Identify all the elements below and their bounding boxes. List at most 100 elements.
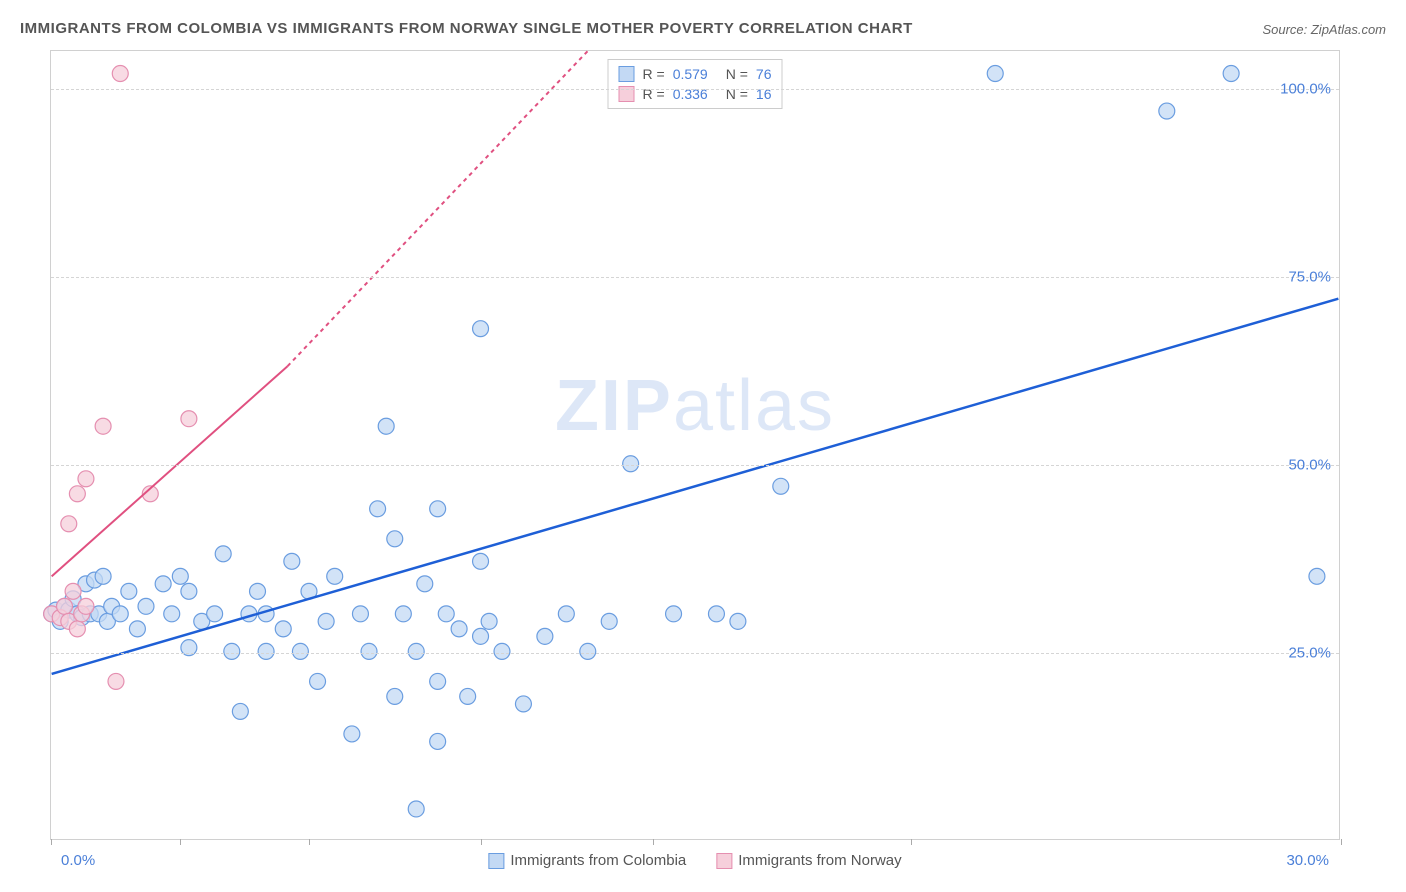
data-point [537, 628, 553, 644]
legend-swatch [619, 66, 635, 82]
legend-swatch [488, 853, 504, 869]
legend-series-label: Immigrants from Colombia [510, 852, 686, 869]
x-tick [653, 839, 654, 845]
data-point [601, 613, 617, 629]
x-tick [180, 839, 181, 845]
data-point [1159, 103, 1175, 119]
legend-correlation: R = 0.579 N = 76 R =0.336N =16 [608, 59, 783, 109]
data-point [318, 613, 334, 629]
data-point [361, 643, 377, 659]
data-point [121, 583, 137, 599]
data-point [215, 546, 231, 562]
data-point [430, 501, 446, 517]
n-label: N = [726, 66, 748, 82]
legend-swatch [716, 853, 732, 869]
data-point [181, 411, 197, 427]
gridline [51, 277, 1339, 278]
data-point [1309, 568, 1325, 584]
data-point [494, 643, 510, 659]
data-point [112, 606, 128, 622]
y-tick-label: 100.0% [1280, 80, 1331, 97]
data-point [430, 733, 446, 749]
data-point [408, 801, 424, 817]
chart-title: IMMIGRANTS FROM COLOMBIA VS IMMIGRANTS F… [20, 20, 913, 37]
data-point [666, 606, 682, 622]
trend-line [288, 51, 588, 366]
data-point [207, 606, 223, 622]
data-point [65, 583, 81, 599]
data-point [451, 621, 467, 637]
data-point [112, 66, 128, 82]
data-point [275, 621, 291, 637]
x-tick [51, 839, 52, 845]
data-point [95, 568, 111, 584]
data-point [473, 553, 489, 569]
data-point [473, 321, 489, 337]
data-point [164, 606, 180, 622]
y-tick-label: 25.0% [1288, 644, 1331, 661]
data-point [258, 643, 274, 659]
data-point [370, 501, 386, 517]
data-point [473, 628, 489, 644]
data-point [580, 643, 596, 659]
data-point [773, 478, 789, 494]
data-point [408, 643, 424, 659]
data-point [515, 696, 531, 712]
legend-series: Immigrants from Colombia Immigrants from … [488, 852, 901, 869]
data-point [558, 606, 574, 622]
data-point [284, 553, 300, 569]
data-point [623, 456, 639, 472]
x-axis-max-label: 30.0% [1286, 852, 1329, 869]
gridline [51, 89, 1339, 90]
x-tick [1341, 839, 1342, 845]
x-tick [911, 839, 912, 845]
data-point [138, 598, 154, 614]
data-point [172, 568, 188, 584]
data-point [327, 568, 343, 584]
data-point [987, 66, 1003, 82]
r-label: R = [643, 66, 665, 82]
data-point [61, 516, 77, 532]
data-point [181, 583, 197, 599]
data-point [292, 643, 308, 659]
data-point [481, 613, 497, 629]
data-point [78, 598, 94, 614]
data-point [430, 673, 446, 689]
data-point [708, 606, 724, 622]
data-point [730, 613, 746, 629]
trend-line [52, 299, 1339, 674]
data-point [250, 583, 266, 599]
plot-area: ZIPatlas R =0.579N =76R =0.336N =16 0.0%… [50, 50, 1340, 840]
y-tick-label: 75.0% [1288, 268, 1331, 285]
legend-correlation-row: R =0.336N =16 [619, 84, 772, 104]
data-point [108, 673, 124, 689]
y-tick-label: 50.0% [1288, 456, 1331, 473]
x-tick [309, 839, 310, 845]
x-tick [481, 839, 482, 845]
data-point [460, 688, 476, 704]
r-value: 0.579 [673, 66, 708, 82]
data-point [69, 621, 85, 637]
data-point [155, 576, 171, 592]
legend-series-item: Immigrants from Colombia [488, 852, 686, 869]
data-point [387, 531, 403, 547]
data-point [310, 673, 326, 689]
data-point [344, 726, 360, 742]
chart-svg [51, 51, 1339, 839]
data-point [224, 643, 240, 659]
legend-series-label: Immigrants from Norway [738, 852, 901, 869]
n-value: 76 [756, 66, 772, 82]
data-point [232, 703, 248, 719]
legend-correlation-row: R = 0.579 N = 76 [619, 64, 772, 84]
source-label: Source: ZipAtlas.com [1262, 22, 1386, 37]
data-point [95, 418, 111, 434]
data-point [1223, 66, 1239, 82]
data-point [417, 576, 433, 592]
data-point [57, 598, 73, 614]
x-axis-min-label: 0.0% [61, 852, 95, 869]
data-point [129, 621, 145, 637]
gridline [51, 653, 1339, 654]
data-point [352, 606, 368, 622]
data-point [378, 418, 394, 434]
legend-series-item: Immigrants from Norway [716, 852, 901, 869]
